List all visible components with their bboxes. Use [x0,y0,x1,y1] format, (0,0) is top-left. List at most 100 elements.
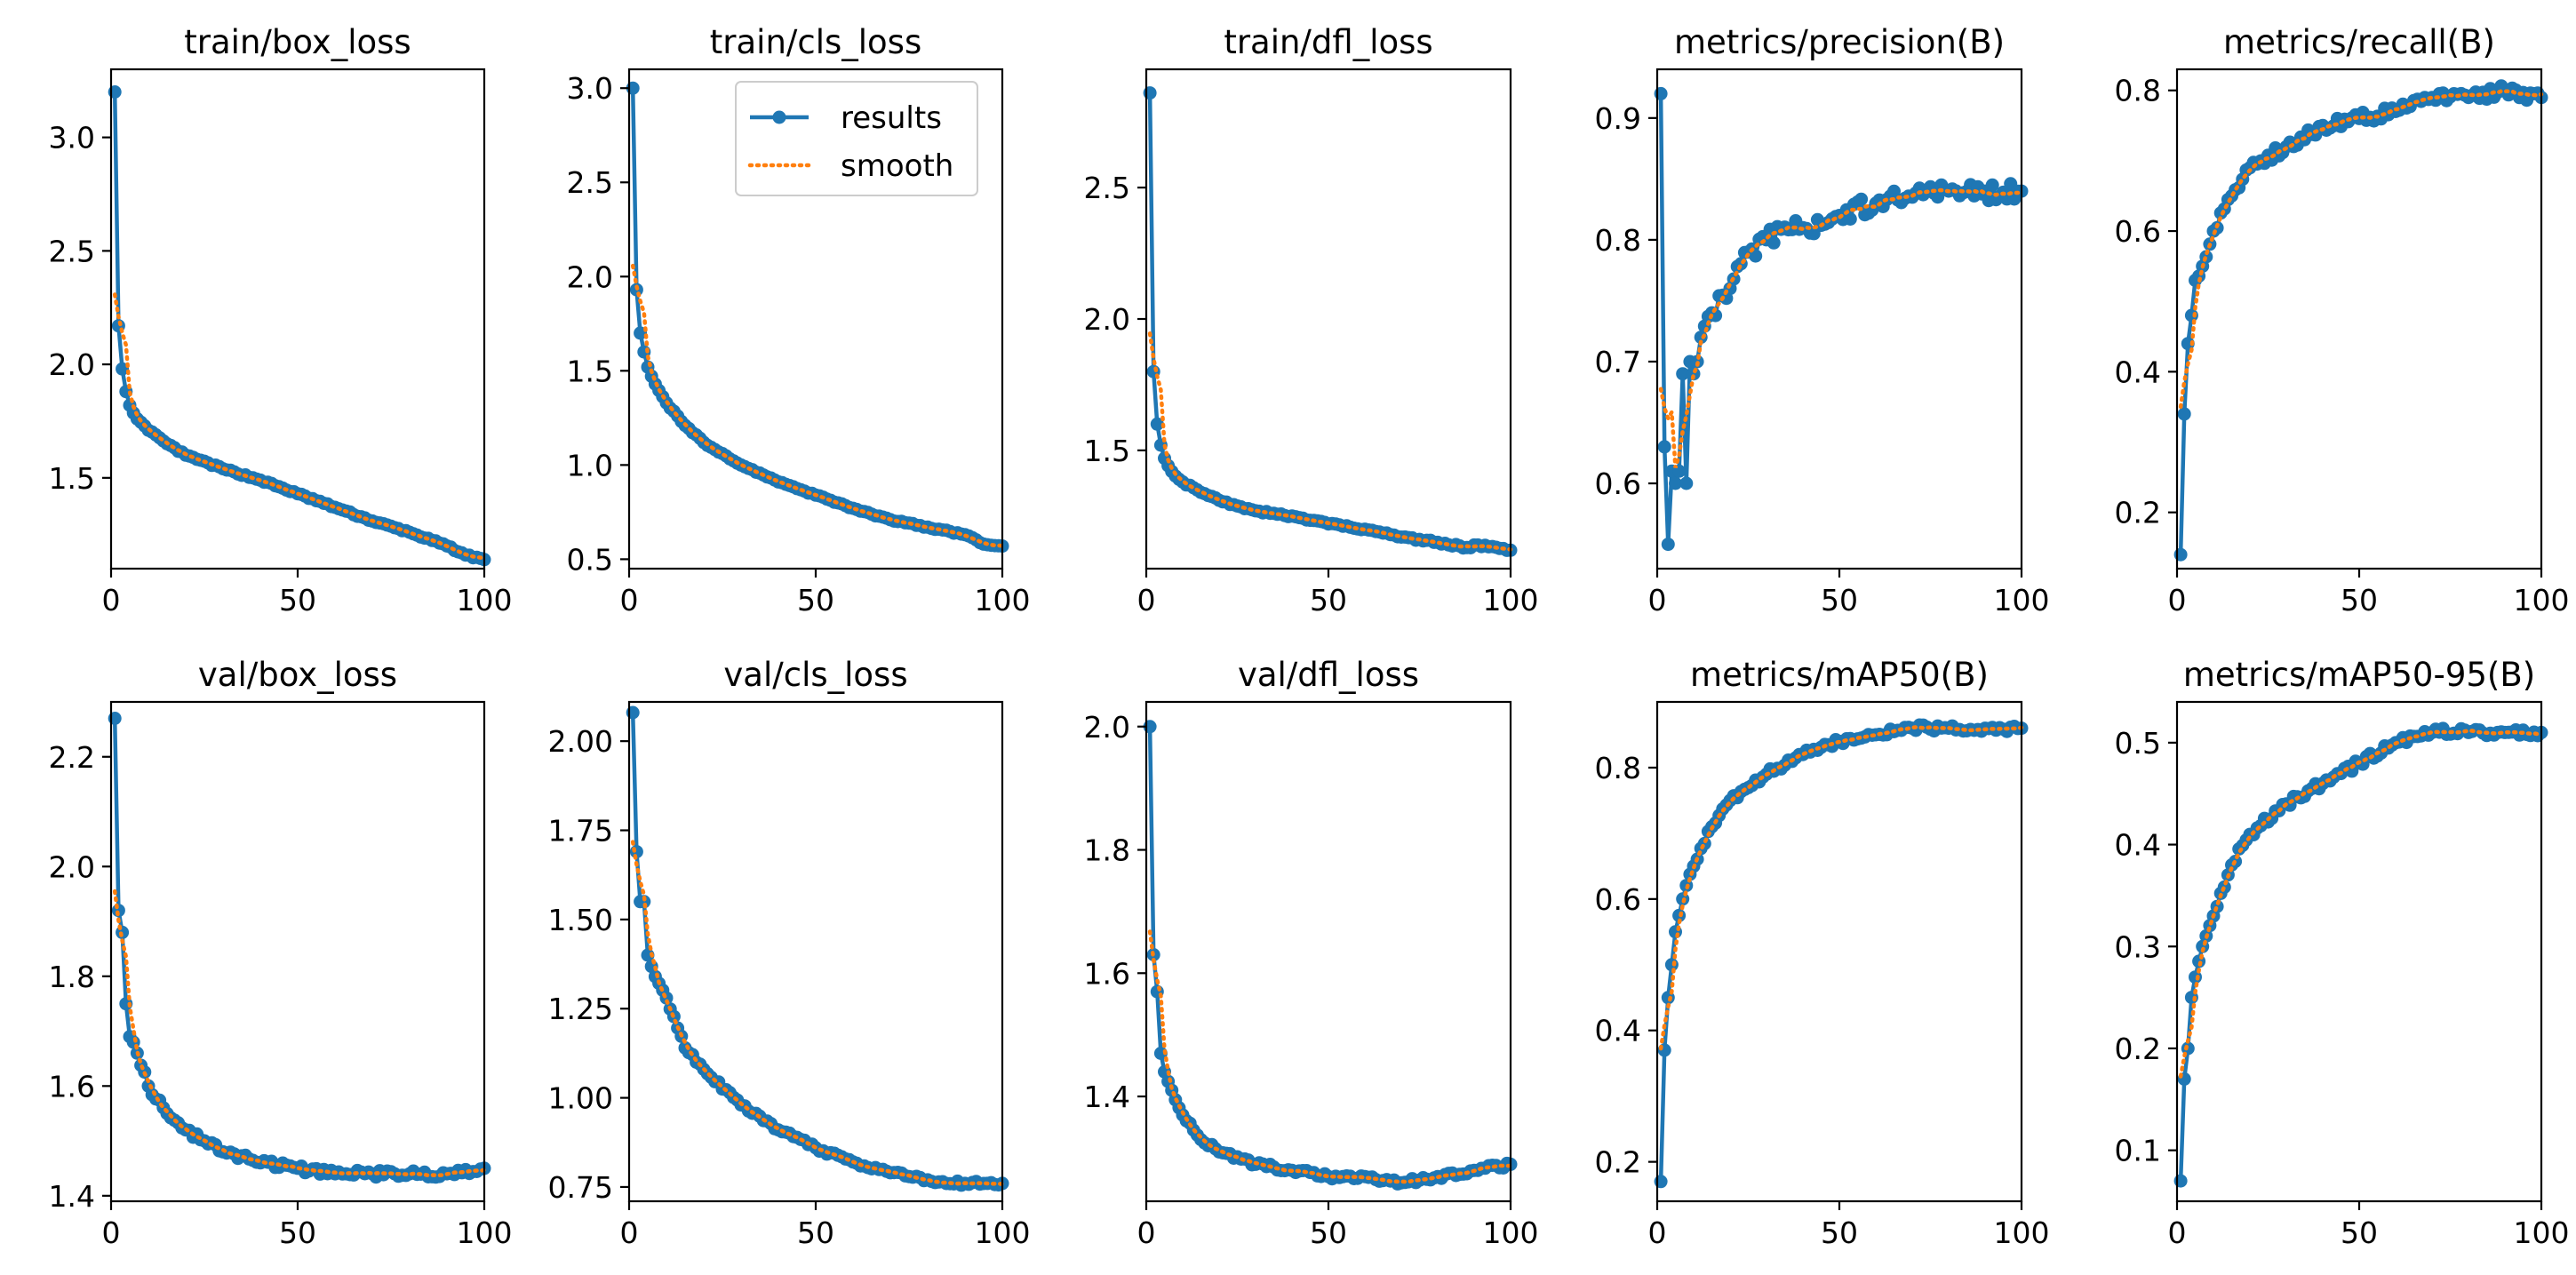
y-tick-label: 0.8 [2115,74,2161,108]
smooth-line [1658,187,2024,469]
y-tick-label: 0.5 [2115,726,2161,761]
results-point [1749,249,1763,263]
smooth-line [1147,929,1513,1184]
y-tick-label: 2.5 [1084,171,1130,205]
axes-frame [109,700,486,1203]
x-tick-label: 50 [2341,1215,2378,1250]
axes-frame [627,700,1004,1203]
results-point [1669,476,1682,490]
y-tick-label: 1.4 [1084,1080,1130,1114]
results-point [2173,1174,2188,1188]
y-tick-label: 0.2 [1595,1145,1641,1180]
results-point [641,948,655,962]
subplot-title: metrics/recall(B) [2223,23,2495,61]
y-tick-label: 2.5 [49,234,95,268]
legend-box [735,81,978,196]
x-tick-label: 0 [2168,583,2187,618]
x-tick-label: 100 [975,583,1031,618]
results-point [1709,308,1723,323]
subplot-title: train/cls_loss [710,23,921,61]
y-tick-label: 2.0 [567,259,613,294]
results-point [116,362,130,376]
y-tick-label: 0.4 [2115,828,2161,863]
y-tick-label: 3.0 [49,121,95,155]
subplot-title: val/dfl_loss [1238,656,1419,694]
x-tick-label: 50 [1821,1215,1858,1250]
results-point [2181,337,2195,351]
y-tick-label: 2.0 [49,347,95,382]
results-point [1679,476,1694,490]
y-tick-label: 1.6 [49,1069,95,1104]
x-tick-label: 50 [279,583,316,618]
axes-frame [2175,700,2543,1203]
y-tick-label: 0.7 [1595,345,1641,379]
subplot-title: val/cls_loss [723,656,907,694]
results-point [1654,86,1668,100]
smooth-line [630,840,1005,1186]
results-point [2177,407,2191,421]
subplot: train/dfl_loss 0 50 100 1.5 2.0 2.5 [1084,23,1539,618]
subplot: metrics/recall(B) 0 50 100 0.2 0.4 0.6 0.8 [2115,23,2570,618]
subplot: train/cls_loss 0 50 100 0.5 1.0 1.5 2.0 2.5 3.0 re… [567,23,1031,618]
x-tick-label: 50 [1821,583,1858,618]
subplot-title: metrics/precision(B) [1674,23,2005,61]
y-tick-label: 0.2 [2115,496,2161,530]
results-line [2178,84,2543,555]
x-tick-label: 100 [1483,1215,1539,1250]
y-tick-label: 2.0 [49,849,95,884]
x-tick-label: 0 [620,1215,639,1250]
x-tick-label: 0 [1648,583,1667,618]
y-tick-label: 1.75 [548,814,613,849]
x-tick-label: 100 [2514,583,2570,618]
y-tick-label: 1.0 [567,448,613,482]
x-tick-label: 50 [797,1215,834,1250]
results-point [1767,235,1781,250]
results-point [1843,212,1857,226]
results-line [630,712,1003,1188]
results-point [2189,970,2202,984]
results-point [1854,192,1869,206]
y-tick-label: 0.6 [1595,466,1641,501]
subplot: val/cls_loss 0 50 100 0.75 1.00 1.25 1.50 1.75 2.… [548,656,1031,1250]
y-tick-label: 0.75 [548,1170,613,1205]
legend-results-marker [772,110,786,124]
x-tick-label: 50 [1310,583,1347,618]
y-tick-label: 1.5 [567,354,613,388]
axes-frame [1144,700,1512,1203]
legend-smooth-label: smooth [841,148,953,184]
x-tick-label: 100 [975,1215,1031,1250]
smooth-line [630,263,1005,548]
axes-frame [1655,700,2023,1203]
y-tick-label: 0.5 [567,542,613,577]
y-tick-label: 0.8 [1595,751,1641,785]
x-tick-label: 50 [1310,1215,1347,1250]
y-tick-label: 3.0 [567,71,613,106]
y-tick-label: 1.25 [548,992,613,1026]
y-tick-label: 2.0 [1084,302,1130,337]
smooth-line [1147,331,1513,552]
results-line [1658,722,2022,1182]
subplot-title: metrics/mAP50-95(B) [2183,656,2535,694]
smooth-line [1658,725,2024,1051]
smooth-line [112,889,487,1178]
results-point [1143,86,1157,100]
y-tick-label: 1.8 [1084,833,1130,868]
y-tick-label: 1.4 [49,1179,95,1214]
x-tick-label: 100 [1483,583,1539,618]
x-tick-label: 100 [457,1215,513,1250]
results-point [1985,178,1999,192]
results-point [637,895,651,909]
y-tick-label: 1.50 [548,903,613,937]
subplot-title: train/box_loss [184,23,411,61]
x-tick-label: 50 [2341,583,2378,618]
y-tick-label: 1.00 [548,1081,613,1116]
results-point [1661,538,1675,552]
y-tick-label: 2.0 [1084,710,1130,745]
smooth-line [2178,89,2544,410]
x-tick-label: 0 [102,1215,121,1250]
results-point [1150,417,1164,431]
results-line [1147,92,1511,553]
y-tick-label: 0.8 [1595,223,1641,258]
smooth-line [2178,729,2544,1079]
x-tick-label: 0 [1648,1215,1667,1250]
